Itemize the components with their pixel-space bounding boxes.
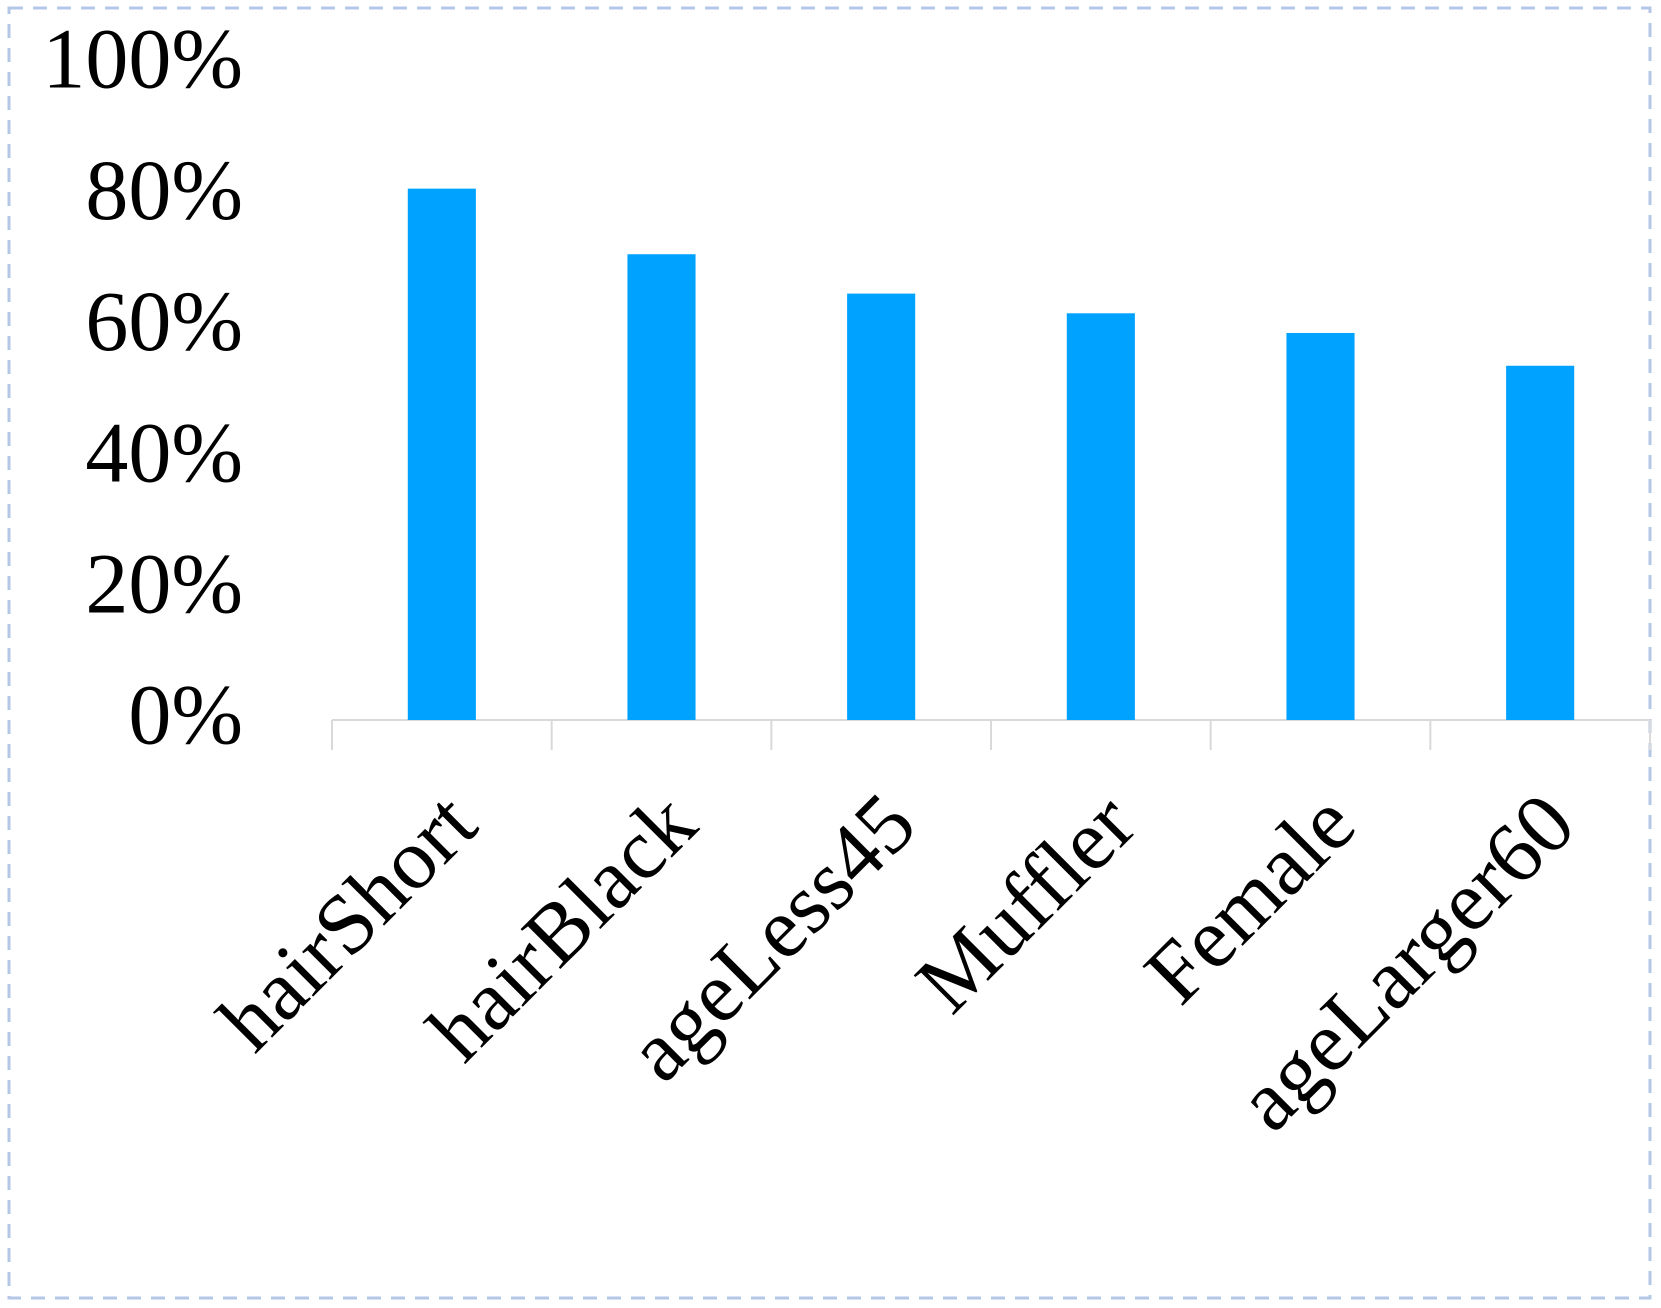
bar (847, 293, 916, 720)
y-tick-label: 80% (85, 142, 243, 238)
bar (1066, 313, 1135, 720)
bar (407, 188, 476, 720)
y-tick-label: 40% (85, 404, 243, 500)
bar (1506, 365, 1575, 720)
bar (1286, 332, 1355, 720)
y-tick-label: 20% (85, 536, 243, 632)
bar (627, 254, 696, 721)
chart-border (7, 6, 1652, 1300)
x-tick-label: Muffler (897, 775, 1153, 1031)
y-tick-label: 0% (128, 667, 243, 763)
y-tick-label: 100% (42, 11, 243, 107)
y-tick-label: 60% (85, 273, 243, 369)
